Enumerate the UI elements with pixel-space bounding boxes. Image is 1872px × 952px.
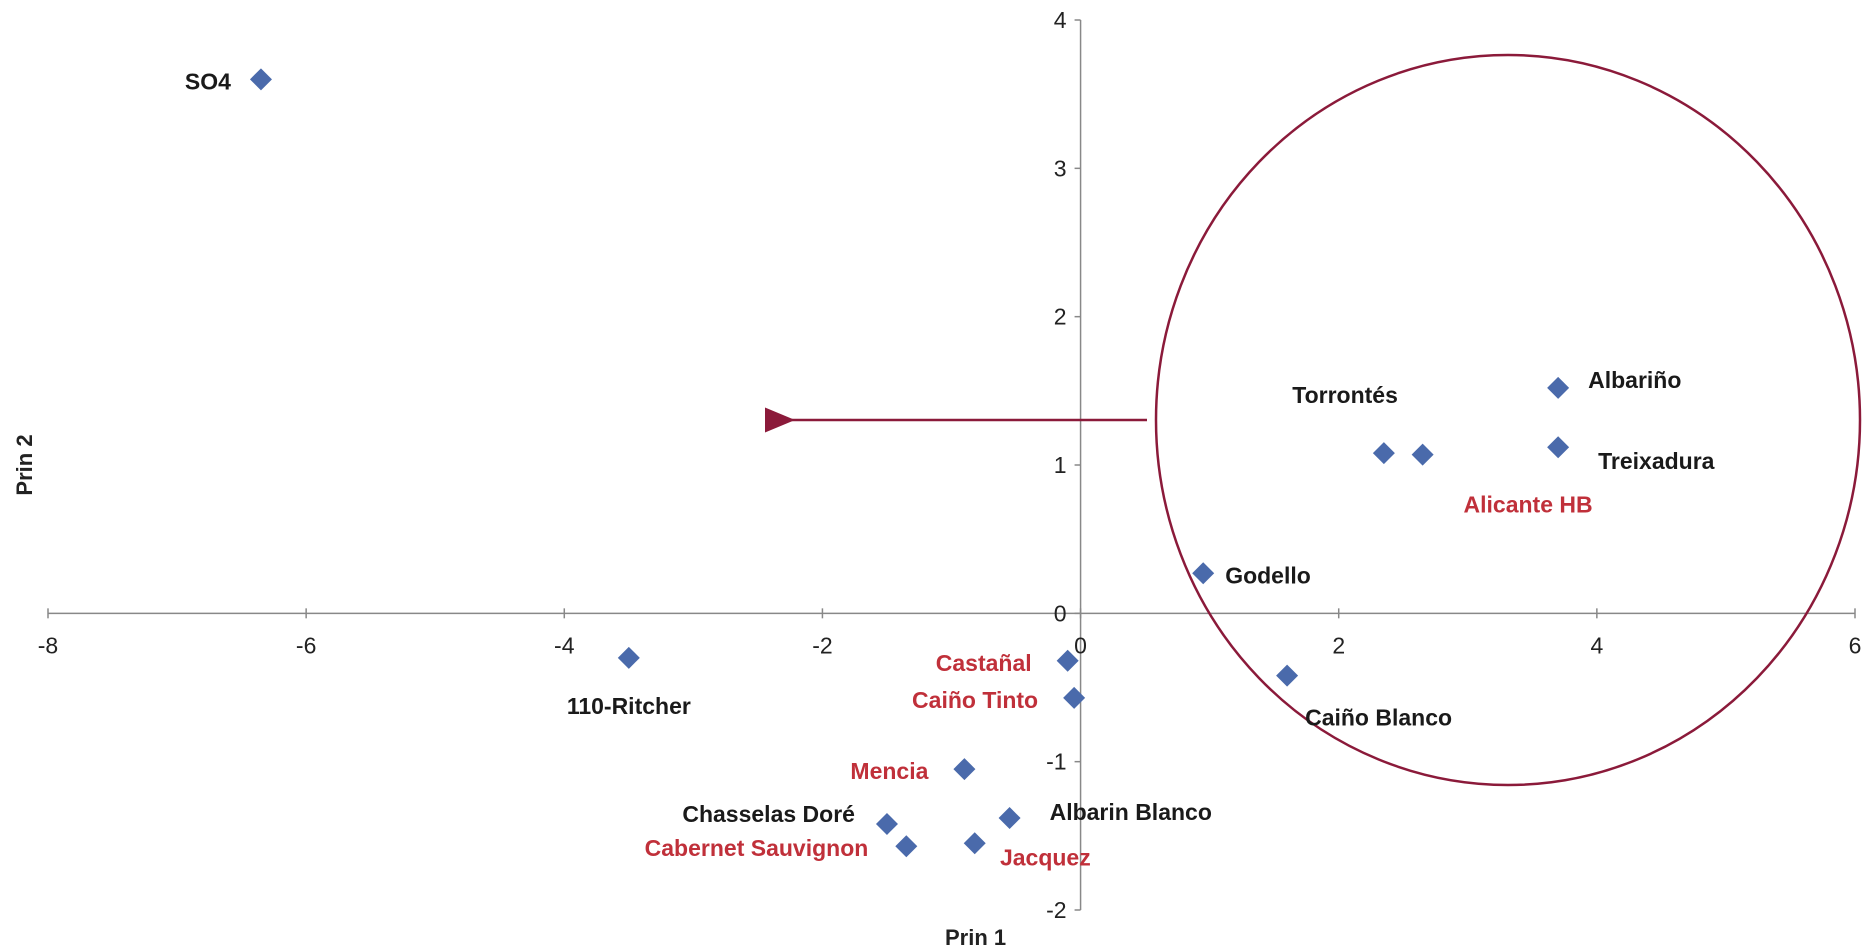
data-point bbox=[1547, 376, 1570, 399]
data-label: Albarin Blanco bbox=[1050, 799, 1212, 825]
data-label: Chasselas Doré bbox=[682, 801, 855, 827]
data-point bbox=[998, 807, 1021, 830]
y-tick-label: 0 bbox=[1054, 600, 1067, 626]
data-point bbox=[895, 835, 918, 858]
data-label: Caiño Blanco bbox=[1305, 705, 1452, 731]
data-label: Mencia bbox=[850, 758, 928, 784]
y-tick-label: -2 bbox=[1046, 897, 1066, 923]
data-point bbox=[1056, 649, 1079, 672]
data-label: Alicante HB bbox=[1464, 492, 1593, 518]
data-labels: SO4 110-Ritcher Castañal Caiño Tinto Mencia C… bbox=[185, 68, 1715, 870]
x-tick-label: -2 bbox=[812, 632, 832, 658]
x-tick-label: -6 bbox=[296, 632, 316, 658]
x-tick-label: 0 bbox=[1074, 632, 1087, 658]
data-points bbox=[249, 68, 1570, 858]
data-label: Jacquez bbox=[1000, 844, 1091, 870]
x-tick-label: 6 bbox=[1849, 632, 1862, 658]
x-tick-label: 2 bbox=[1332, 632, 1345, 658]
x-axis-title: Prin 1 bbox=[945, 925, 1006, 950]
data-point bbox=[1372, 442, 1395, 465]
x-tick-label: -8 bbox=[38, 632, 58, 658]
axes: -8 -6 -4 -2 0 2 4 6 -2 -1 0 1 2 3 4 bbox=[38, 7, 1862, 923]
data-point bbox=[963, 832, 986, 855]
data-label: Torrontés bbox=[1292, 382, 1398, 408]
data-point bbox=[953, 758, 976, 781]
highlight-circle bbox=[1154, 53, 1862, 787]
y-tick-label: 4 bbox=[1054, 7, 1067, 33]
x-tick-label: 4 bbox=[1590, 632, 1603, 658]
y-tick-label: -1 bbox=[1046, 749, 1066, 775]
y-tick-label: 2 bbox=[1054, 304, 1067, 330]
data-point bbox=[1192, 562, 1215, 585]
x-tick-label: -4 bbox=[554, 632, 575, 658]
data-label: Godello bbox=[1225, 562, 1311, 588]
data-point bbox=[617, 646, 640, 669]
data-point bbox=[1411, 443, 1434, 466]
data-label: Cabernet Sauvignon bbox=[645, 835, 869, 861]
data-point bbox=[249, 68, 272, 91]
data-point bbox=[1547, 436, 1570, 459]
y-tick-label: 1 bbox=[1054, 452, 1067, 478]
data-label: Treixadura bbox=[1598, 448, 1715, 474]
data-label: Caiño Tinto bbox=[912, 687, 1038, 713]
highlight-group bbox=[765, 53, 1862, 787]
data-label: Castañal bbox=[936, 650, 1032, 676]
data-point bbox=[1063, 686, 1086, 709]
data-label: 110-Ritcher bbox=[567, 693, 691, 719]
data-label: SO4 bbox=[185, 68, 231, 94]
data-point bbox=[1276, 664, 1299, 687]
data-point bbox=[875, 812, 898, 835]
y-tick-label: 3 bbox=[1054, 155, 1067, 181]
y-axis-title: Prin 2 bbox=[12, 434, 37, 495]
data-label: Albariño bbox=[1588, 367, 1681, 393]
